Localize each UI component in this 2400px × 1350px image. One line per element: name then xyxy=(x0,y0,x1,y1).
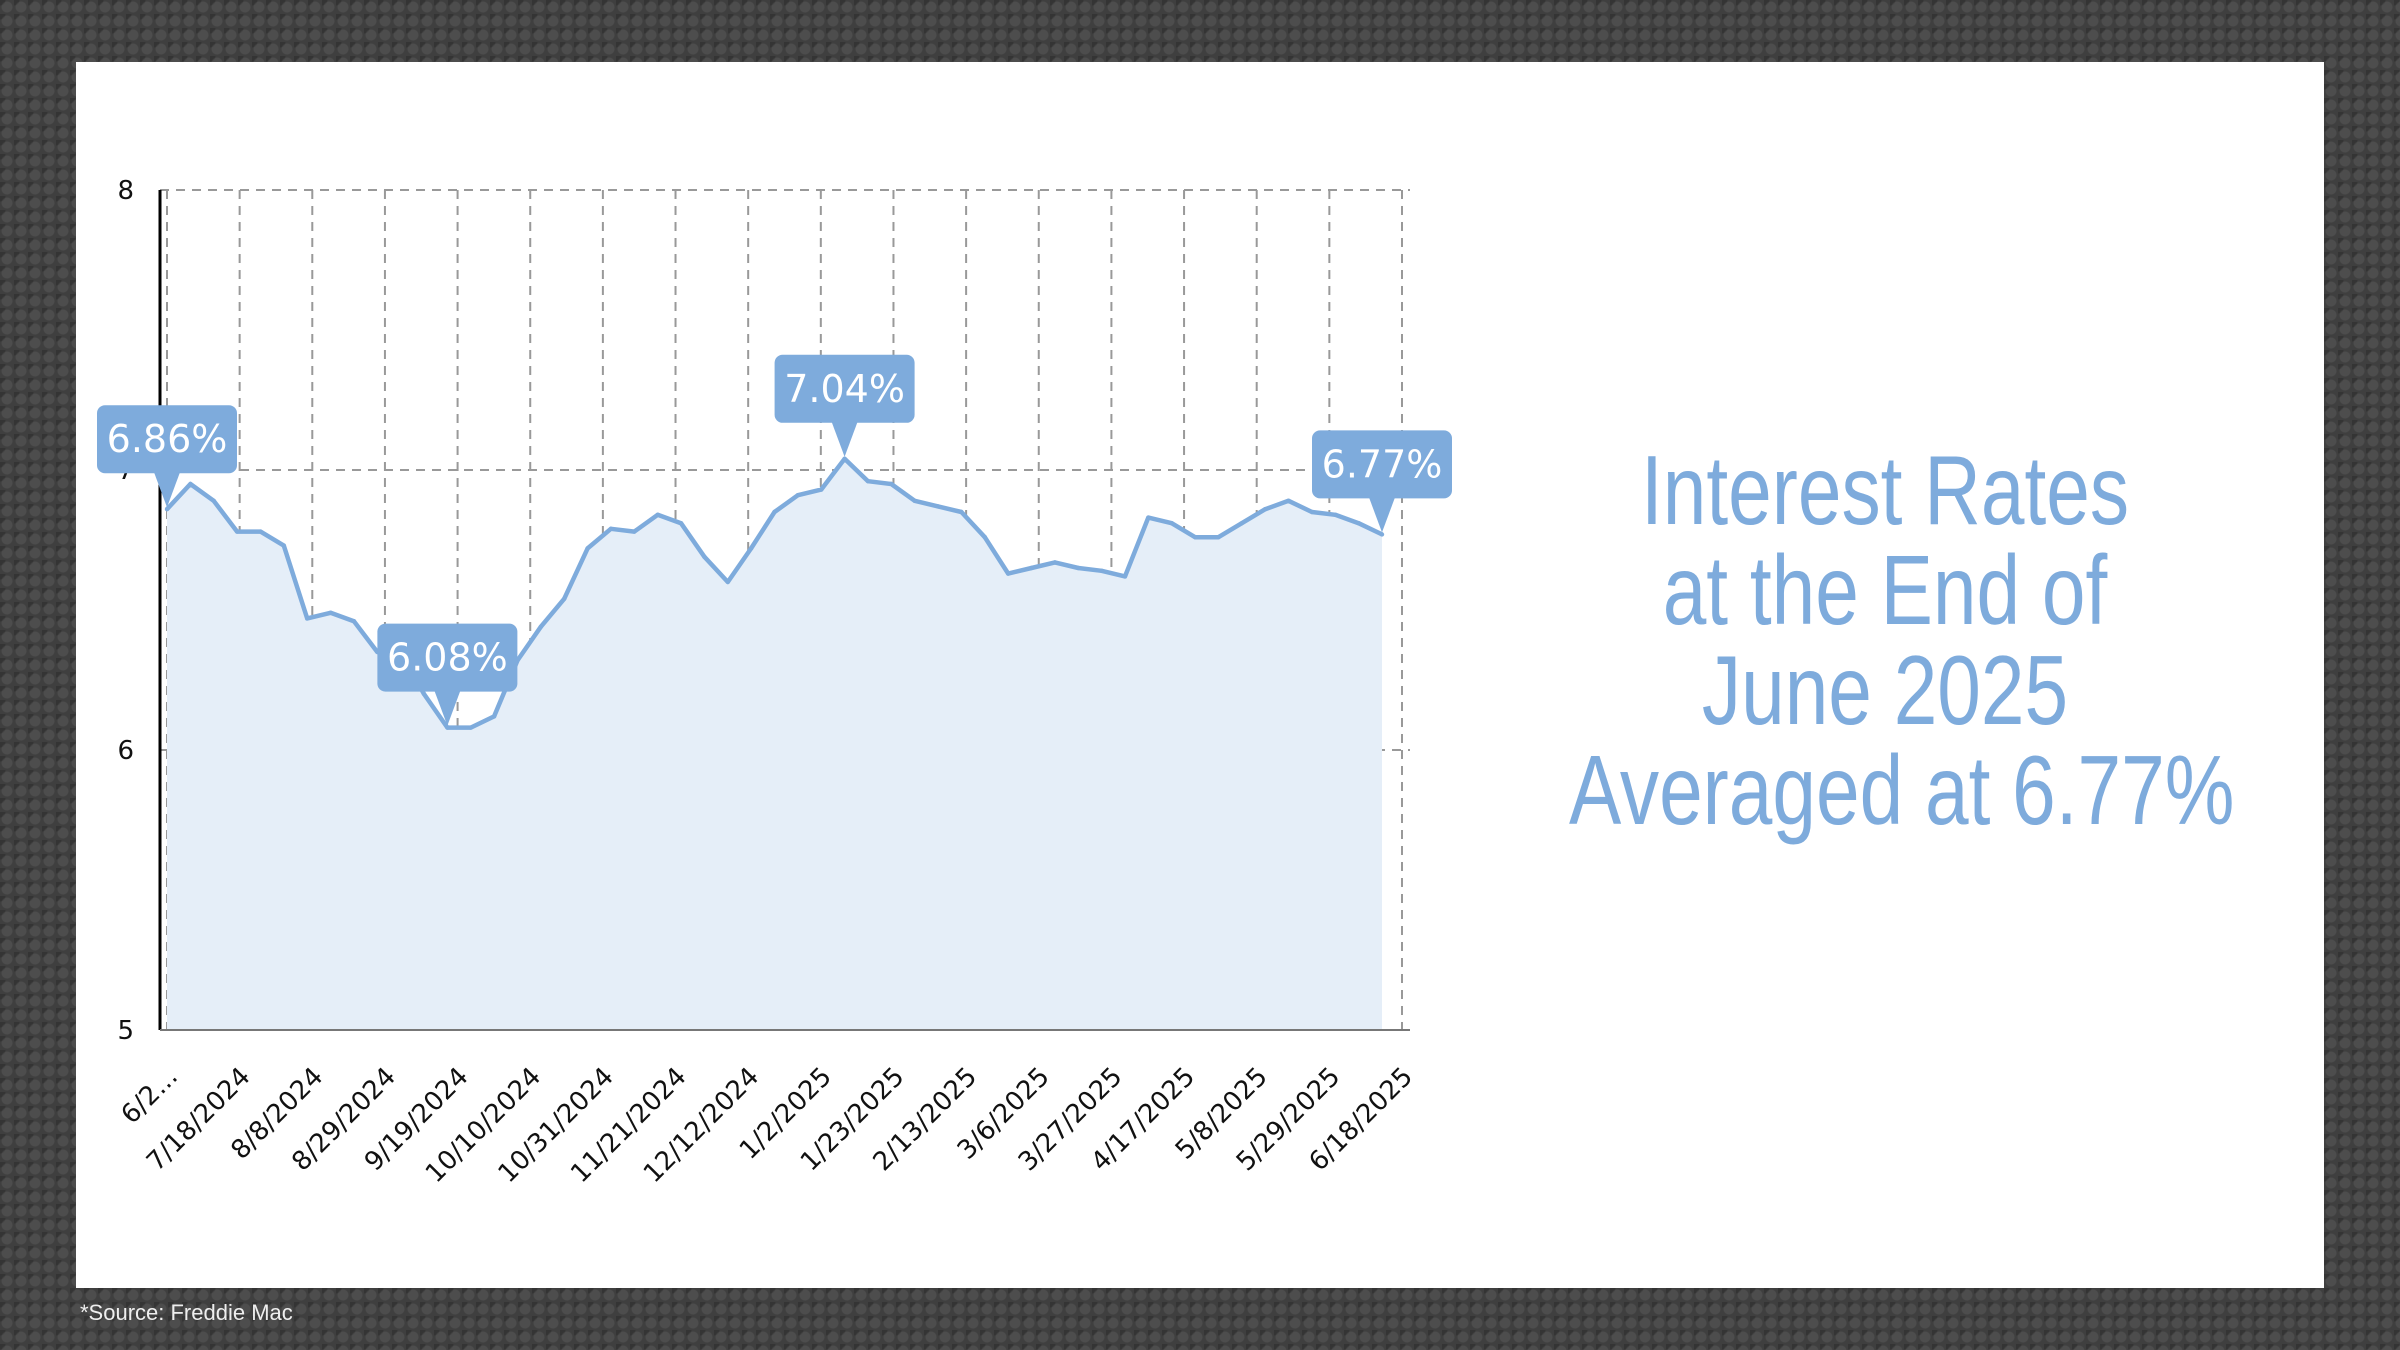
callout-pointer xyxy=(1369,497,1395,533)
data-point xyxy=(468,725,473,730)
series-area xyxy=(167,458,1382,1030)
data-point xyxy=(889,481,894,487)
headline-line-3: June 2025 xyxy=(1701,635,2069,745)
data-point xyxy=(351,619,357,624)
callout-box xyxy=(1312,430,1452,499)
data-point xyxy=(1122,574,1128,579)
data-point xyxy=(702,554,707,559)
callout-box xyxy=(97,405,237,474)
headline-line-4: Averaged at 6.77% xyxy=(1569,735,2235,845)
data-point xyxy=(1262,507,1268,512)
data-point xyxy=(1356,521,1361,526)
data-point xyxy=(935,504,941,509)
data-point xyxy=(188,481,193,487)
data-point xyxy=(281,543,287,548)
source-note: *Source: Freddie Mac xyxy=(80,1300,293,1325)
data-point xyxy=(421,691,427,697)
x-tick-label: 6/2... xyxy=(116,1062,184,1130)
data-point xyxy=(819,487,824,492)
headline-line-2: at the End of xyxy=(1662,535,2108,645)
callout-pointer xyxy=(434,690,461,726)
data-point xyxy=(725,579,730,585)
data-point xyxy=(959,509,964,515)
data-point xyxy=(258,529,263,534)
data-point xyxy=(748,546,754,551)
data-label-callout: 6.77% xyxy=(1312,430,1452,533)
callout-box xyxy=(377,623,518,692)
data-point xyxy=(1379,532,1385,537)
data-point xyxy=(304,616,310,621)
data-label: 6.77% xyxy=(1322,442,1443,486)
data-point xyxy=(795,493,801,498)
data-point xyxy=(164,507,170,512)
data-point xyxy=(1146,515,1151,520)
data-point xyxy=(865,479,871,484)
data-point xyxy=(1076,565,1081,571)
data-label: 6.08% xyxy=(387,636,508,680)
data-point xyxy=(982,535,987,540)
data-point xyxy=(1309,509,1315,515)
data-point xyxy=(328,610,333,615)
data-point xyxy=(491,714,497,719)
data-point xyxy=(234,529,240,534)
callout-pointer xyxy=(831,421,858,457)
data-point xyxy=(912,498,917,503)
data-point xyxy=(1333,512,1338,517)
data-label-callout: 6.86% xyxy=(97,405,237,508)
data-point xyxy=(585,546,590,551)
y-tick-label: 8 xyxy=(117,176,134,206)
data-point xyxy=(1192,535,1198,540)
data-point xyxy=(445,725,450,730)
callout-pointer xyxy=(154,472,180,508)
data-point xyxy=(1216,535,1221,540)
data-label-callout: 7.04% xyxy=(774,354,915,457)
data-point xyxy=(1169,521,1174,526)
data-point xyxy=(678,521,684,526)
data-point xyxy=(632,529,637,534)
data-point xyxy=(1239,521,1245,526)
data-point xyxy=(772,509,777,515)
y-tick-label: 5 xyxy=(117,1016,134,1046)
data-label-callout: 6.08% xyxy=(377,623,518,726)
data-point xyxy=(1052,560,1058,565)
data-label: 7.04% xyxy=(784,367,905,411)
data-point xyxy=(1005,571,1011,576)
data-point xyxy=(655,512,660,517)
data-point xyxy=(1029,565,1034,571)
data-point xyxy=(608,526,614,531)
callout-box xyxy=(774,354,915,423)
y-tick-label: 6 xyxy=(117,736,134,766)
data-point xyxy=(211,498,216,503)
data-point xyxy=(1099,568,1104,573)
headline-line-1: Interest Rates xyxy=(1640,435,2130,545)
data-point xyxy=(1286,498,1291,503)
data-label: 6.86% xyxy=(107,417,228,461)
data-point xyxy=(538,624,544,629)
data-point xyxy=(562,596,567,601)
data-point xyxy=(842,456,847,461)
headline: Interest Rates at the End of June 2025 A… xyxy=(1569,435,2235,845)
